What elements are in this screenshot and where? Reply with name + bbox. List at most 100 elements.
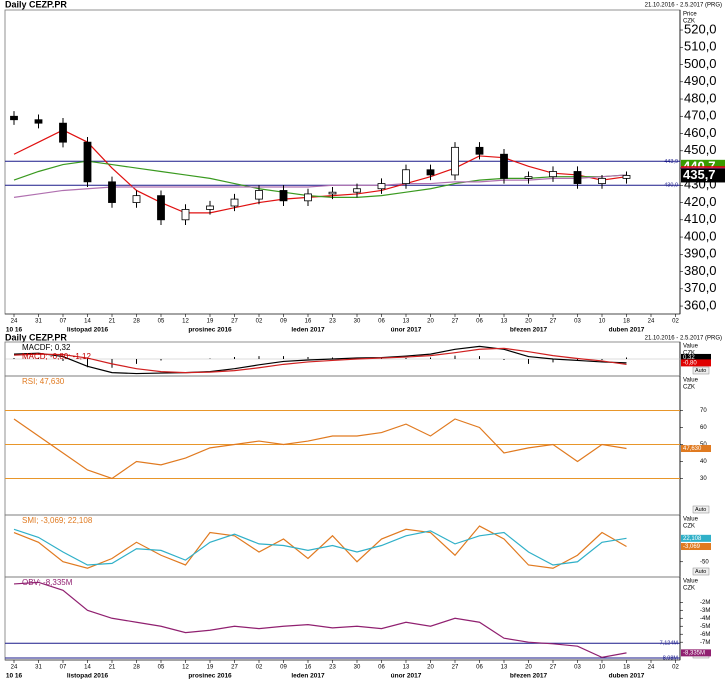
month-label: leden 2017 [291, 327, 325, 334]
x-tick-label: 20 [525, 319, 532, 325]
candle-body [475, 146, 484, 155]
title: Daily CEZP.PR [5, 0, 67, 9]
x-tick-label: 14 [84, 665, 91, 671]
series-line [13, 345, 627, 375]
candle-body [573, 171, 582, 184]
axis-header: Value [683, 378, 699, 384]
x-tick-label: 06 [476, 319, 483, 325]
candle-body [206, 205, 214, 210]
auto-button: Auto [695, 569, 706, 575]
series-line [13, 418, 627, 480]
value-tag-label: 22,108 [683, 536, 702, 542]
title: Daily CEZP.PR [5, 332, 67, 342]
axis-header: CZK [683, 351, 695, 357]
auto-box [692, 505, 710, 514]
auto-box [692, 567, 710, 576]
y-tick-label: -4M [700, 616, 710, 622]
candle-body [132, 195, 141, 203]
x-tick-label: 21 [109, 319, 116, 325]
x-tick-label: 06 [378, 319, 385, 325]
axis-header: CZK [683, 524, 695, 530]
y-tick-label: -2M [700, 600, 710, 606]
month-label: prosinec 2016 [188, 673, 232, 680]
x-tick-label: 19 [207, 319, 214, 325]
candle-body [108, 181, 116, 203]
x-tick-label: 31 [35, 665, 42, 671]
x-tick-label: 31 [35, 319, 42, 325]
x-tick-label: 24 [648, 665, 655, 671]
x-tick-label: 05 [158, 665, 165, 671]
x-tick-label: 02 [672, 665, 679, 671]
x-tick-label: 13 [403, 665, 410, 671]
month-label: březen 2017 [510, 673, 548, 680]
x-tick-label: 13 [501, 319, 508, 325]
candle-body [426, 169, 435, 176]
level-label: -8,98M [661, 655, 679, 661]
x-tick-label: 07 [60, 319, 67, 325]
x-tick-label: 20 [427, 319, 434, 325]
candle-body [10, 115, 18, 121]
auto-box [692, 366, 710, 375]
y-tick-label: 420,0 [684, 194, 717, 209]
y-tick-label: -7M [700, 640, 710, 646]
candle-body [181, 209, 190, 221]
y-tick-label: -50 [700, 559, 709, 565]
y-tick-label: 510,0 [684, 39, 717, 54]
month-label: únor 2017 [391, 673, 422, 680]
value-tag-label: -8,335M [683, 650, 705, 656]
candle-body [353, 188, 361, 193]
candle-body [304, 193, 312, 202]
x-tick-label: 13 [403, 319, 410, 325]
candle-body [279, 190, 288, 202]
x-tick-label: 28 [133, 665, 140, 671]
y-tick-label: 410,0 [684, 211, 717, 226]
series-line [13, 160, 627, 198]
y-tick-label: 520,0 [684, 21, 717, 36]
candle-body [230, 198, 239, 207]
x-tick-label: 02 [672, 319, 679, 325]
value-tag-label: -0,80 [683, 360, 697, 366]
candle-body [598, 177, 606, 184]
x-tick-label: 18 [623, 665, 630, 671]
x-tick-label: 24 [11, 319, 18, 325]
auto-button: Auto [695, 507, 706, 513]
x-tick-label: 09 [280, 665, 287, 671]
range: 21.10.2016 - 2.5.2017 (PRG) [645, 336, 722, 342]
level-label: 443,9 [664, 159, 678, 165]
legend-entry: OBV; -8,335M [22, 578, 73, 587]
x-tick-label: 16 [305, 665, 312, 671]
month-label: duben 2017 [609, 327, 645, 334]
month-label: listopad 2016 [67, 673, 109, 680]
candle-body [402, 169, 410, 184]
y-tick-label: 400,0 [684, 228, 717, 243]
axis-header: Value [683, 579, 699, 585]
candle-body [524, 176, 533, 179]
y-tick-label: 40 [700, 459, 707, 465]
x-tick-label: 10 [599, 319, 606, 325]
x-tick-label: 20 [427, 665, 434, 671]
value-tag [681, 534, 711, 542]
x-tick-label: 09 [280, 319, 287, 325]
value-tag [681, 543, 711, 551]
y-tick-label: 500,0 [684, 56, 717, 71]
x-tick-label: 07 [60, 665, 67, 671]
y-tick-label: 450,0 [684, 142, 717, 157]
series-line [13, 581, 627, 658]
x-tick-label: 27 [550, 319, 557, 325]
month-label: duben 2017 [609, 673, 645, 680]
x-tick-label: 02 [256, 665, 263, 671]
value-tag-label: -3,069 [683, 544, 701, 550]
y-tick-label: -6M [700, 632, 710, 638]
candle-body [59, 122, 67, 143]
axis-header: CZK [683, 19, 695, 25]
x-tick-label: 02 [256, 319, 263, 325]
range: 21.10.2016 - 2.5.2017 (PRG) [645, 3, 722, 9]
candle-body [157, 195, 165, 221]
x-tick-label: 06 [378, 665, 385, 671]
legend-entry: MACD; -0,80; -1,12 [22, 352, 91, 361]
value-tag-label: 435,7 [683, 167, 716, 182]
candle-body [377, 183, 386, 190]
y-tick-label: 390,0 [684, 246, 717, 261]
value-tag [681, 649, 711, 657]
legend-entry: RSI; 47,630 [22, 377, 65, 386]
